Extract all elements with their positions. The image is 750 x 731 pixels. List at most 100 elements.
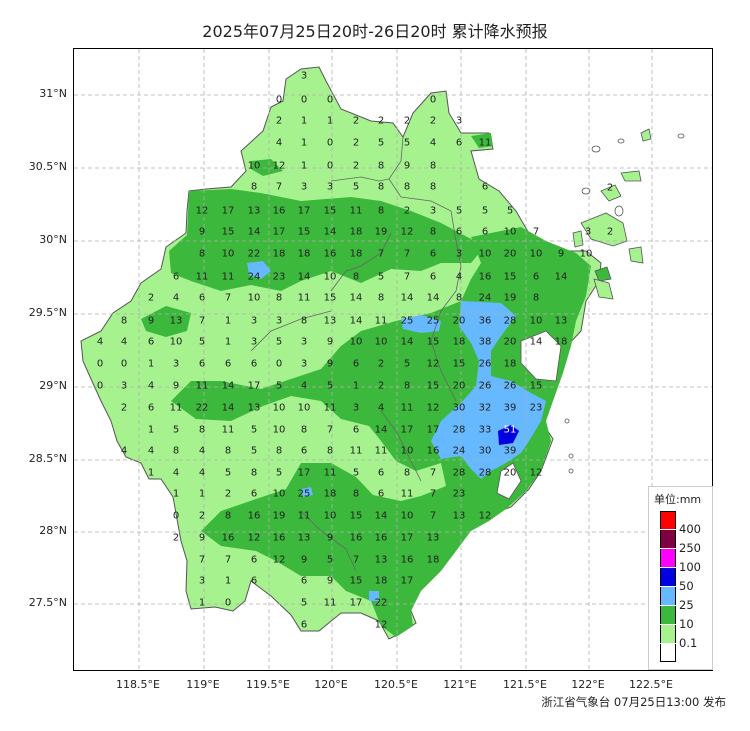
precipitation-value: 0	[275, 94, 283, 106]
precipitation-value: 18	[554, 336, 568, 348]
precipitation-value: 5	[403, 137, 411, 149]
precipitation-value: 2	[224, 488, 232, 500]
precipitation-value: 30	[478, 445, 492, 457]
rain-25-50-west	[247, 261, 271, 279]
precipitation-value: 5	[275, 336, 283, 348]
precipitation-value: 9	[326, 575, 334, 587]
legend-swatch	[660, 644, 676, 662]
precipitation-value: 2	[198, 510, 206, 522]
precipitation-value: 6	[250, 358, 258, 370]
precipitation-value: 6	[250, 575, 258, 587]
precipitation-value: 2	[120, 402, 128, 414]
precipitation-value: 12	[195, 205, 209, 217]
precipitation-value: 3	[455, 248, 463, 260]
precipitation-value: 16	[374, 532, 388, 544]
precipitation-value: 7	[429, 510, 437, 522]
precipitation-value: 13	[297, 532, 311, 544]
precipitation-value: 8	[377, 292, 385, 304]
precipitation-value: 0	[120, 358, 128, 370]
precipitation-value: 10	[374, 336, 388, 348]
precipitation-value: 0	[326, 160, 334, 172]
precipitation-value: 13	[426, 532, 440, 544]
precipitation-value: 33	[478, 424, 492, 436]
precipitation-value: 6	[147, 336, 155, 348]
precipitation-value: 1	[300, 137, 308, 149]
precipitation-value: 10	[272, 488, 286, 500]
legend-label: 10	[679, 617, 694, 631]
precipitation-value: 8	[429, 226, 437, 238]
precipitation-value: 11	[297, 292, 311, 304]
precipitation-value: 9	[326, 358, 334, 370]
precipitation-value: 8	[455, 292, 463, 304]
precipitation-value: 8	[403, 181, 411, 193]
precipitation-value: 5	[403, 358, 411, 370]
rain-10-25-north	[169, 189, 481, 291]
legend-label: 100	[679, 560, 701, 574]
precipitation-value: 0	[300, 94, 308, 106]
precipitation-value: 9	[557, 248, 565, 260]
precipitation-value: 26	[503, 380, 517, 392]
precipitation-value: 5	[377, 271, 385, 283]
precipitation-value: 5	[198, 336, 206, 348]
precipitation-value: 8	[172, 445, 180, 457]
precipitation-value: 2	[352, 115, 360, 127]
precipitation-value: 6	[147, 402, 155, 414]
precipitation-value: 16	[349, 532, 363, 544]
precipitation-value: 0	[96, 380, 104, 392]
precipitation-value: 6	[377, 467, 385, 479]
y-tick-label: 28°N	[39, 524, 67, 537]
precipitation-value: 8	[224, 510, 232, 522]
precipitation-value: 9	[403, 160, 411, 172]
precipitation-value: 19	[374, 226, 388, 238]
precipitation-value: 3	[352, 402, 360, 414]
precipitation-value: 6	[224, 358, 232, 370]
precipitation-value: 11	[323, 467, 337, 479]
legend-label: 0.1	[679, 636, 698, 650]
legend-swatch	[660, 587, 676, 605]
precipitation-value: 28	[452, 424, 466, 436]
precipitation-value: 18	[297, 248, 311, 260]
x-tick-label: 118.5°E	[116, 678, 160, 691]
precipitation-value: 18	[349, 226, 363, 238]
precipitation-value: 18	[374, 575, 388, 587]
precipitation-value: 17	[247, 380, 261, 392]
precipitation-value: 1	[147, 467, 155, 479]
precipitation-value: 9	[326, 532, 334, 544]
precipitation-value: 8	[250, 467, 258, 479]
map-title: 2025年07月25日20时-26日20时 累计降水预报	[202, 22, 548, 41]
precipitation-value: 3	[300, 181, 308, 193]
rain-50-100	[498, 425, 519, 445]
precipitation-value: 17	[297, 467, 311, 479]
precipitation-value: 8	[120, 315, 128, 327]
precipitation-value: 5	[455, 205, 463, 217]
precipitation-value: 15	[323, 292, 337, 304]
precipitation-value: 4	[147, 445, 155, 457]
precipitation-value: 14	[323, 226, 337, 238]
precipitation-value: 22	[374, 597, 388, 609]
precipitation-value: 24	[452, 445, 466, 457]
precipitation-value: 19	[503, 292, 517, 304]
precipitation-value: 3	[300, 358, 308, 370]
precipitation-value: 12	[426, 358, 440, 370]
precipitation-value: 8	[275, 292, 283, 304]
small-islets	[564, 133, 685, 474]
precipitation-value: 13	[247, 402, 261, 414]
rain-10-25-ne	[471, 133, 493, 148]
precipitation-value: 22	[247, 248, 261, 260]
precipitation-value: 23	[452, 488, 466, 500]
precipitation-value: 18	[503, 358, 517, 370]
precipitation-value: 11	[400, 402, 414, 414]
precipitation-value: 10	[169, 336, 183, 348]
rain-25-50-center	[401, 315, 441, 333]
precipitation-value: 6	[250, 554, 258, 566]
precipitation-value: 26	[478, 380, 492, 392]
precipitation-value: 4	[172, 292, 180, 304]
precipitation-value: 14	[529, 336, 543, 348]
precipitation-value: 4	[120, 445, 128, 457]
precipitation-value: 39	[503, 445, 517, 457]
precipitation-value: 9	[198, 226, 206, 238]
precipitation-value: 26	[478, 358, 492, 370]
precipitation-value: 20	[452, 315, 466, 327]
precipitation-value: 0	[326, 94, 334, 106]
precipitation-value: 4	[275, 137, 283, 149]
